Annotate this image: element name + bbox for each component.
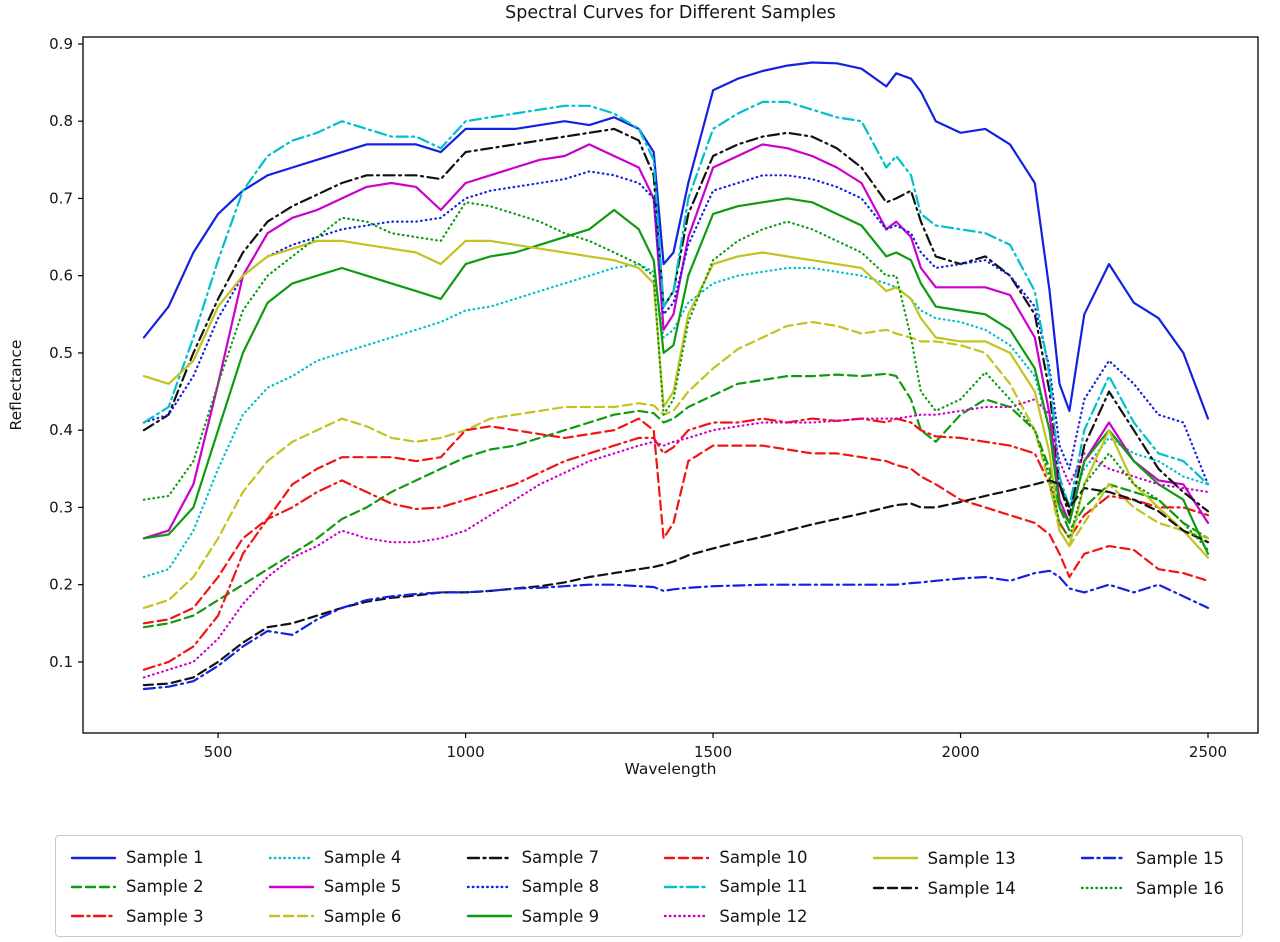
curve-sample-9 [142,197,1210,555]
legend-column: Sample 4 Sample 5 Sample 6 [268,843,402,931]
legend-column: Sample 15 Sample 16 [1080,843,1224,931]
x-tick-label: 2000 [941,743,979,761]
legend-label: Sample 13 [927,848,1016,868]
legend-line-icon [268,856,314,859]
curve-sample-11 [142,100,1210,509]
legend-line-icon [70,915,117,918]
legend-line-icon [70,885,117,889]
y-tick-label: 0.4 [49,421,73,439]
legend-line-icon [466,915,512,918]
curve-sample-6 [142,320,1210,610]
y-tick-label: 0.6 [49,267,73,285]
legend-entry-sample-4: Sample 4 [268,843,402,872]
x-axis-label: Wavelength [624,760,717,778]
legend-entry-sample-6: Sample 6 [268,902,402,931]
curve-sample-5 [142,143,1210,540]
legend-label: Sample 7 [521,848,600,868]
legend-line-icon [872,886,918,890]
legend-label: Sample 3 [126,906,204,926]
x-tick-label: 2500 [1189,743,1227,761]
curve-sample-2 [142,372,1210,629]
legend-label: Sample 9 [521,906,600,926]
legend-label: Sample 15 [1135,848,1224,868]
chart-title: Spectral Curves for Different Samples [505,3,836,23]
legend-entry-sample-8: Sample 8 [466,872,600,901]
legend-line-icon [664,885,710,889]
legend-label: Sample 4 [323,848,402,868]
legend-entry-sample-1: Sample 1 [70,843,204,872]
spectral-chart-svg: 500 1000 1500 2000 2500 0.1 0.2 0.3 0.4 0.5 0.6 0.7… [49,35,1259,761]
y-tick-label: 0.2 [49,576,73,594]
curve-sample-3 [142,417,1210,671]
legend-label: Sample 5 [323,877,402,897]
legend-entry-sample-12: Sample 12 [663,902,807,931]
y-tick-label: 0.5 [49,344,73,362]
curve-sample-16 [142,201,1210,552]
legend-column: Sample 13 Sample 14 [872,843,1016,931]
legend-label: Sample 12 [719,906,808,926]
y-tick-label: 0.8 [49,112,73,130]
legend-box: Sample 1 Sample 2 Sample 3 Sample 4 Sample 5… [55,835,1243,937]
legend-label: Sample 2 [126,877,204,897]
legend-label: Sample 1 [126,848,204,868]
legend-line-icon [268,885,314,889]
legend-entry-sample-11: Sample 11 [663,872,807,901]
legend-column: Sample 10 Sample 11 Sample 12 [663,843,807,931]
y-tick-label: 0.9 [49,35,73,53]
legend-line-icon [466,885,512,889]
curve-sample-12 [142,398,1210,679]
y-tick-label: 0.3 [49,498,73,516]
legend-label: Sample 16 [1135,878,1224,898]
legend-line-icon [1080,856,1127,860]
legend-entry-sample-3: Sample 3 [70,902,204,931]
legend-column: Sample 7 Sample 8 Sample 9 [466,843,600,931]
legend-line-icon [664,915,710,918]
legend-line-icon [268,915,314,918]
legend-line-icon [664,856,710,859]
x-tick-label: 1500 [694,743,732,761]
y-tick-label: 0.7 [49,189,73,207]
legend-entry-sample-9: Sample 9 [466,902,600,931]
curve-sample-14 [142,479,1210,687]
legend-entry-sample-2: Sample 2 [70,872,204,901]
legend-entry-sample-16: Sample 16 [1080,873,1224,903]
legend-line-icon [70,856,117,859]
legend-line-icon [872,856,918,860]
curve-sample-8 [142,170,1210,486]
curve-sample-7 [142,127,1210,517]
legend-label: Sample 14 [927,878,1016,898]
y-tick-label: 0.1 [49,653,73,671]
x-tick-label: 500 [204,743,233,761]
legend-entry-sample-5: Sample 5 [268,872,402,901]
legend-line-icon [466,856,512,859]
legend-label: Sample 8 [521,877,600,897]
curve-sample-10 [142,417,1210,625]
legend-entry-sample-7: Sample 7 [466,843,600,872]
curve-sample-1 [142,61,1210,420]
legend-label: Sample 10 [719,848,808,868]
plot-border [82,36,1259,734]
legend-label: Sample 6 [323,906,402,926]
curve-sample-15 [142,569,1210,691]
y-axis-label: Reflectance [7,339,25,431]
x-tick-label: 1000 [446,743,484,761]
legend-entry-sample-10: Sample 10 [663,843,807,872]
legend-line-icon [1080,886,1127,890]
legend-column: Sample 1 Sample 2 Sample 3 [70,843,204,931]
legend-entry-sample-14: Sample 14 [872,873,1016,903]
legend-entry-sample-15: Sample 15 [1080,843,1224,873]
legend-entry-sample-13: Sample 13 [872,843,1016,873]
legend-label: Sample 11 [719,877,808,897]
curve-sample-13 [142,239,1210,559]
